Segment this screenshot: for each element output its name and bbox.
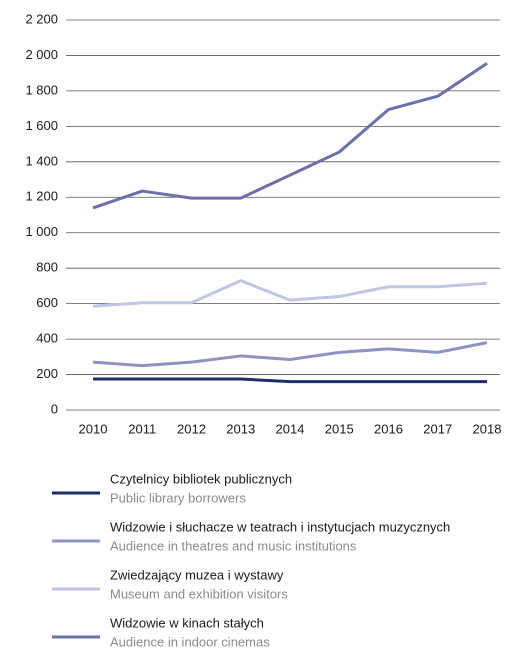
- x-tick-label: 2012: [177, 421, 206, 436]
- legend-label-en: Museum and exhibition visitors: [110, 586, 288, 601]
- legend-label: Widzowie w kinach stałych: [110, 615, 264, 630]
- legend-label: Czytelnicy bibliotek publicznych: [110, 471, 292, 486]
- series-line: [92, 341, 488, 368]
- y-tick-label: 1 800: [25, 82, 58, 97]
- y-tick-label: 800: [36, 260, 58, 275]
- x-tick-label: 2016: [374, 421, 403, 436]
- series-line: [92, 62, 488, 210]
- series-line: [93, 377, 487, 384]
- legend-label-en: Public library borrowers: [110, 490, 246, 505]
- x-tick-label: 2018: [473, 421, 502, 436]
- x-tick-label: 2011: [128, 421, 156, 436]
- legend-label-en: Audience in theatres and music instituti…: [110, 538, 357, 553]
- y-tick-label: 600: [36, 295, 58, 310]
- y-tick-label: 1 600: [25, 118, 58, 133]
- x-tick-label: 2015: [325, 421, 354, 436]
- y-tick-label: 1 200: [25, 189, 58, 204]
- x-tick-label: 2017: [423, 421, 452, 436]
- y-tick-label: 400: [36, 331, 58, 346]
- y-tick-label: 200: [36, 366, 58, 381]
- y-tick-label: 2 000: [25, 47, 58, 62]
- legend-label-en: Audience in indoor cinemas: [110, 634, 270, 649]
- x-tick-label: 2010: [79, 421, 108, 436]
- y-tick-label: 1 400: [25, 153, 58, 168]
- legend-label: Zwiedzający muzea i wystawy: [110, 567, 284, 582]
- x-tick-label: 2013: [226, 421, 255, 436]
- y-tick-label: 0: [51, 401, 58, 416]
- series-line: [92, 279, 488, 308]
- x-tick-label: 2014: [276, 421, 305, 436]
- y-tick-label: 2 200: [25, 11, 58, 26]
- legend-label: Widzowie i słuchacze w teatrach i instyt…: [110, 519, 450, 534]
- y-tick-label: 1 000: [25, 224, 58, 239]
